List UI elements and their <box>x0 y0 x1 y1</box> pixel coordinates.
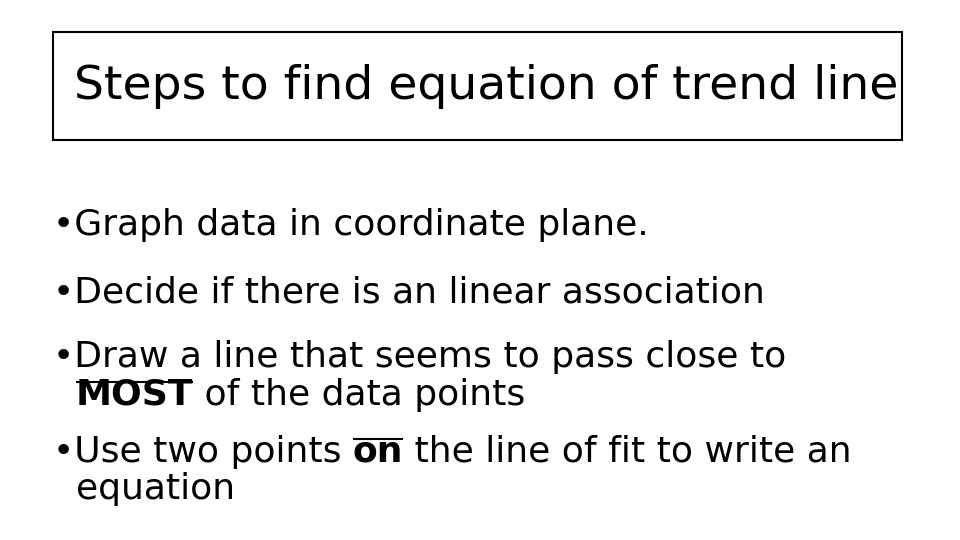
Text: equation: equation <box>53 472 235 507</box>
Text: MOST: MOST <box>76 378 193 412</box>
Text: of the data points: of the data points <box>193 378 525 412</box>
Text: •Use two points: •Use two points <box>53 435 353 469</box>
Text: •Draw a line that seems to pass close to: •Draw a line that seems to pass close to <box>53 340 786 374</box>
Bar <box>53 32 902 140</box>
Text: on: on <box>353 435 403 469</box>
Text: •Graph data in coordinate plane.: •Graph data in coordinate plane. <box>53 208 649 242</box>
Text: •Decide if there is an linear association: •Decide if there is an linear associatio… <box>53 275 765 309</box>
Text: Steps to find equation of trend line: Steps to find equation of trend line <box>74 64 899 109</box>
Text: the line of fit to write an: the line of fit to write an <box>403 435 852 469</box>
